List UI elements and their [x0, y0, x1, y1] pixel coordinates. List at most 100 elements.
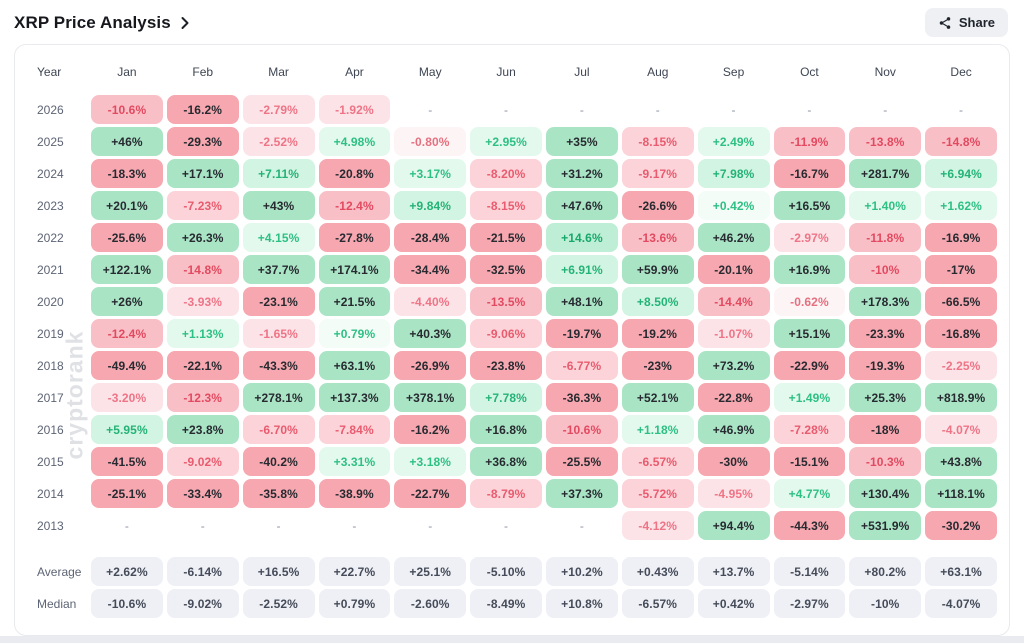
return-cell: -30% — [697, 447, 770, 476]
table-row: Average +2.62% -6.14% +16.5% +22.7% +25.1% -5.… — [25, 557, 997, 586]
table-row: 2014 -25.1% -33.4% -35.8% -38.9% -22.7% -8.79%… — [25, 479, 997, 508]
return-cell: -15.1% — [773, 447, 846, 476]
return-cell: -23.1% — [242, 287, 315, 316]
return-cell: +378.1% — [394, 383, 467, 412]
return-cell: -11.8% — [849, 223, 922, 252]
section-title-link[interactable]: XRP Price Analysis — [14, 13, 193, 33]
return-cell: -44.3% — [773, 511, 846, 540]
share-icon — [938, 16, 952, 30]
return-cell: - — [428, 102, 433, 117]
return-cell: +47.6% — [546, 191, 618, 220]
column-header-month: Oct — [800, 65, 819, 79]
return-cell: +1.40% — [849, 191, 922, 220]
return-cell: -0.80% — [394, 127, 467, 156]
table-row: 2020 +26% -3.93% -23.1% +21.5% -4.40% -13.5% +4… — [25, 287, 997, 316]
return-cell: +16.5% — [773, 191, 846, 220]
return-cell: - — [276, 518, 281, 533]
summary-cell: -2.52% — [242, 589, 315, 618]
return-cell: -22.8% — [697, 383, 770, 412]
return-cell: -28.4% — [394, 223, 467, 252]
return-cell: -22.9% — [773, 351, 846, 380]
table-row: Year Jan Feb Mar Apr May Jun Jul Aug Sep Oct Nov Dec — [25, 59, 997, 85]
column-header-month: Jun — [496, 65, 516, 79]
table-row: Median -10.6% -9.02% -2.52% +0.79% -2.60% -8.4… — [25, 589, 997, 618]
return-cell: -2.25% — [925, 351, 997, 380]
return-cell: -20.1% — [697, 255, 770, 284]
column-header-month: Mar — [268, 65, 289, 79]
return-cell: +17.1% — [166, 159, 239, 188]
summary-divider-space — [25, 543, 997, 557]
share-button[interactable]: Share — [924, 8, 1008, 37]
row-label-year: 2016 — [37, 422, 64, 437]
summary-cell: +13.7% — [697, 557, 770, 586]
return-cell: - — [883, 102, 888, 117]
return-cell: +21.5% — [318, 287, 391, 316]
summary-cell: -2.60% — [394, 589, 467, 618]
return-cell: -16.2% — [166, 95, 239, 124]
row-label-year: 2018 — [37, 358, 64, 373]
return-cell: -21.5% — [470, 223, 542, 252]
monthly-returns-table-card: cryptorank Year Jan Feb Mar Apr May Jun Jul Aug S… — [14, 44, 1010, 636]
return-cell: -23.3% — [849, 319, 922, 348]
return-cell: -22.7% — [394, 479, 467, 508]
summary-cell: -2.97% — [773, 589, 846, 618]
return-cell: +7.11% — [242, 159, 315, 188]
row-label-year: 2014 — [37, 486, 64, 501]
return-cell: - — [807, 102, 812, 117]
return-cell: +1.62% — [925, 191, 997, 220]
return-cell: - — [504, 518, 509, 533]
return-cell: - — [579, 102, 584, 117]
return-cell: -3.93% — [166, 287, 239, 316]
summary-cell: -10% — [849, 589, 922, 618]
return-cell: -22.1% — [166, 351, 239, 380]
row-label-year: 2024 — [37, 166, 64, 181]
return-cell: -16.7% — [773, 159, 846, 188]
return-cell: - — [731, 102, 736, 117]
return-cell: +43% — [242, 191, 315, 220]
return-cell: -10.6% — [91, 95, 163, 124]
return-cell: -1.07% — [697, 319, 770, 348]
return-cell: +1.13% — [166, 319, 239, 348]
return-cell: -33.4% — [166, 479, 239, 508]
return-cell: -6.57% — [621, 447, 694, 476]
return-cell: -5.72% — [621, 479, 694, 508]
return-cell: +63.1% — [318, 351, 391, 380]
return-cell: -14.4% — [697, 287, 770, 316]
return-cell: +281.7% — [849, 159, 922, 188]
return-cell: +25.3% — [849, 383, 922, 412]
return-cell: +278.1% — [242, 383, 315, 412]
return-cell: +36.8% — [470, 447, 542, 476]
return-cell: +73.2% — [697, 351, 770, 380]
return-cell: -17% — [925, 255, 997, 284]
return-cell: +4.77% — [773, 479, 846, 508]
row-label-year: 2015 — [37, 454, 64, 469]
row-label-year: 2023 — [37, 198, 64, 213]
return-cell: - — [200, 518, 205, 533]
summary-cell: +16.5% — [242, 557, 315, 586]
return-cell: +46.2% — [697, 223, 770, 252]
return-cell: +8.50% — [621, 287, 694, 316]
return-cell: - — [428, 518, 433, 533]
table-row: 2013 - - - - - - - -4.12% +94.4% -44.3% +531.9% -30.… — [25, 511, 997, 540]
summary-cell: -10.6% — [91, 589, 163, 618]
summary-cell: +22.7% — [318, 557, 391, 586]
return-cell: +37.7% — [242, 255, 315, 284]
return-cell: +2.95% — [470, 127, 542, 156]
return-cell: -16.9% — [925, 223, 997, 252]
return-cell: -34.4% — [394, 255, 467, 284]
return-cell: +40.3% — [394, 319, 467, 348]
return-cell: -13.5% — [470, 287, 542, 316]
return-cell: -19.3% — [849, 351, 922, 380]
summary-cell: +80.2% — [849, 557, 922, 586]
return-cell: -12.4% — [91, 319, 163, 348]
table-row: 2017 -3.20% -12.3% +278.1% +137.3% +378.1% +7.… — [25, 383, 997, 412]
column-header-month: May — [418, 65, 442, 79]
return-cell: -18% — [849, 415, 922, 444]
return-cell: +23.8% — [166, 415, 239, 444]
return-cell: +118.1% — [925, 479, 997, 508]
return-cell: +46.9% — [697, 415, 770, 444]
return-cell: -2.97% — [773, 223, 846, 252]
return-cell: -25.6% — [91, 223, 163, 252]
return-cell: -4.07% — [925, 415, 997, 444]
